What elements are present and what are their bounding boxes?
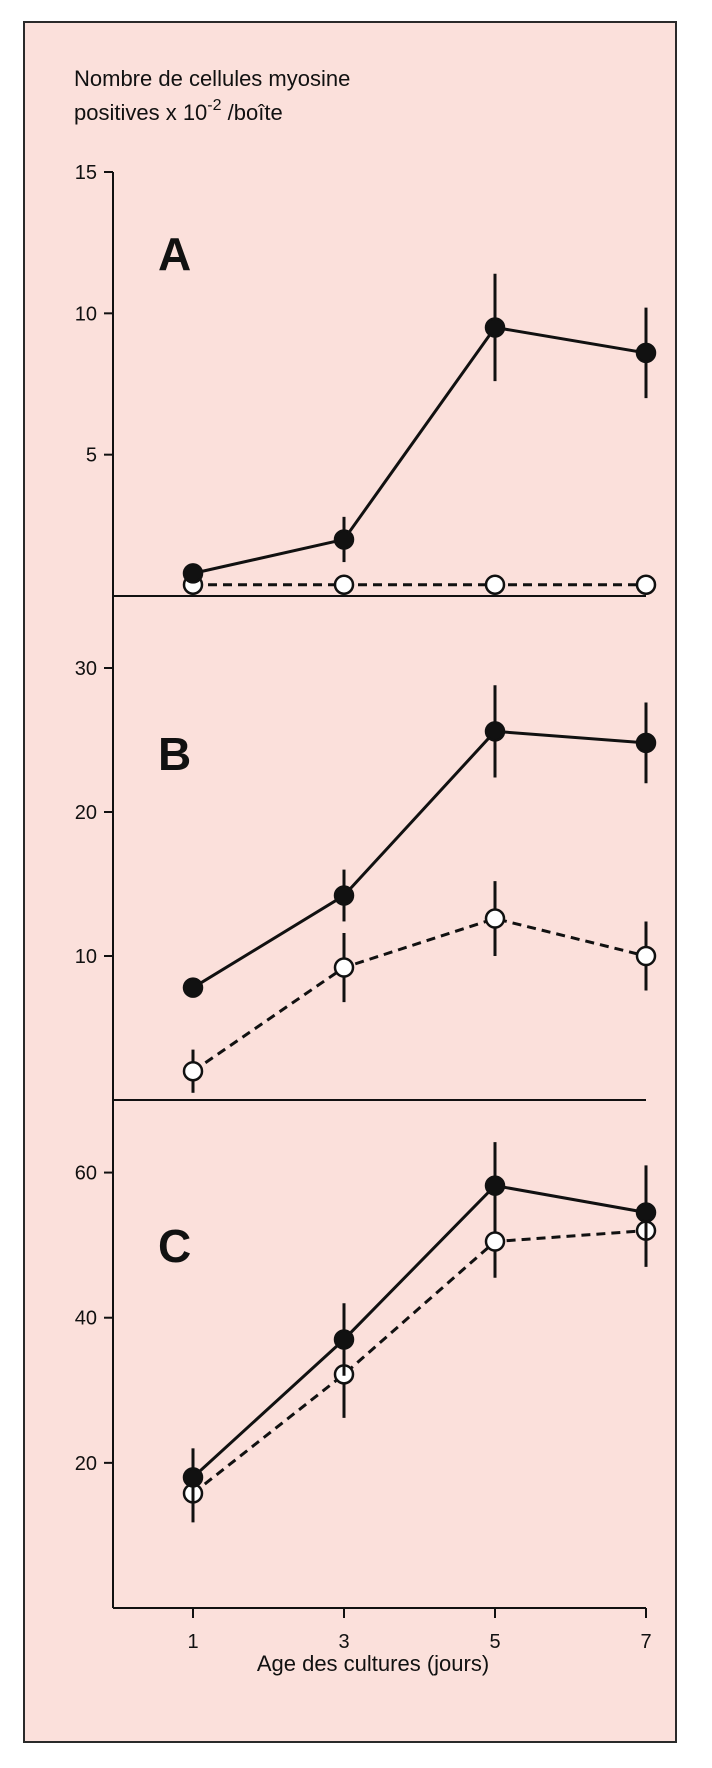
panel-A-open-point bbox=[333, 574, 355, 595]
panel-C-filled-point bbox=[333, 1329, 355, 1350]
panel-A-filled-point bbox=[333, 529, 355, 550]
panel-A-open-point bbox=[484, 574, 506, 595]
panel-B-y-tick-label: 10 bbox=[75, 946, 97, 968]
panel-label-C: C bbox=[158, 1220, 191, 1272]
panel-B-y-tick-label: 20 bbox=[75, 802, 97, 824]
y-axis-title-line-2: positives x 10-2 /boîte bbox=[74, 97, 283, 125]
y-axis-title-line-1: Nombre de cellules myosine bbox=[74, 66, 350, 91]
panel-B-open-point bbox=[484, 908, 506, 929]
panel-A-filled-point bbox=[484, 317, 506, 338]
panel-A-filled-point bbox=[635, 342, 657, 364]
y-axis-title-suffix: /boîte bbox=[222, 100, 283, 125]
panel-label-B: B bbox=[158, 728, 191, 780]
panel-B-open-point bbox=[333, 957, 355, 978]
y-axis-title-exponent: -2 bbox=[207, 97, 221, 114]
panel-A-filled-series-line bbox=[192, 325, 647, 575]
panel-B-open-point bbox=[182, 1060, 204, 1082]
x-axis-title: Age des cultures (jours) bbox=[257, 1651, 489, 1676]
x-tick-label: 5 bbox=[489, 1631, 500, 1653]
panel-A-filled-point bbox=[182, 563, 204, 584]
panel-A-open-point bbox=[635, 574, 657, 595]
panel-A-y-tick-label: 10 bbox=[75, 303, 97, 325]
x-tick-label: 1 bbox=[187, 1631, 198, 1653]
panel-label-A: A bbox=[158, 228, 191, 280]
panel-B-filled-series-line bbox=[192, 729, 647, 989]
panel-B-open-series-line bbox=[192, 917, 647, 1073]
panel-C-filled-point bbox=[182, 1467, 204, 1488]
panel-C-filled-point bbox=[484, 1175, 506, 1196]
panel-C-y-tick-label: 20 bbox=[75, 1453, 97, 1475]
figure-background bbox=[23, 21, 677, 1743]
plot-area: 5 10 15 A 10 20 30 B 20 40 60 C 1 3 5 7 bbox=[75, 162, 657, 1653]
x-tick-label: 3 bbox=[338, 1631, 349, 1653]
panel-A-y-tick-label: 5 bbox=[86, 445, 97, 467]
panel-B-filled-point bbox=[182, 977, 204, 998]
panel-C-filled-series-line bbox=[191, 1184, 647, 1479]
panel-C-y-tick-label: 40 bbox=[75, 1308, 97, 1330]
x-tick-label: 7 bbox=[640, 1631, 651, 1653]
panel-C-open-series-line bbox=[192, 1229, 647, 1495]
panel-B-filled-point bbox=[333, 885, 355, 906]
panel-C-y-tick-label: 60 bbox=[75, 1163, 97, 1185]
panel-C-filled-point bbox=[635, 1202, 657, 1223]
panel-B-y-tick-label: 30 bbox=[75, 658, 97, 680]
panel-A-y-tick-label: 15 bbox=[75, 162, 97, 184]
panel-B-filled-point bbox=[484, 721, 506, 742]
panel-B-open-point bbox=[635, 945, 657, 967]
panel-B-filled-point bbox=[635, 732, 657, 754]
panel-C-open-point bbox=[484, 1231, 506, 1252]
y-axis-title-prefix: positives x 10 bbox=[74, 100, 207, 125]
